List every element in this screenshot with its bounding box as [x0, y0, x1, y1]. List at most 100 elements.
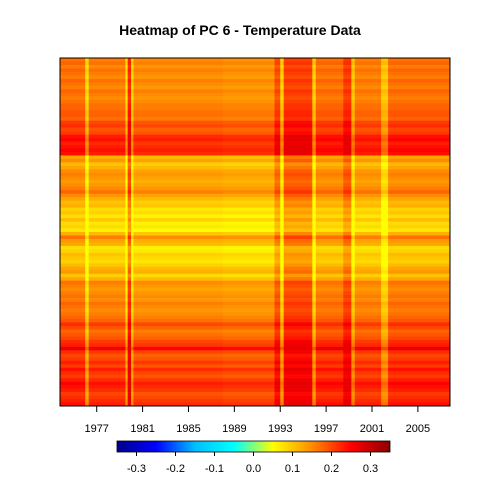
heatmap-cell [127, 388, 132, 393]
heatmap-cell [388, 197, 451, 201]
heatmap-cell [381, 315, 389, 320]
heatmap-cell [388, 61, 451, 66]
heatmap-cell [343, 172, 352, 177]
heatmap-cell [312, 266, 317, 271]
heatmap-cell [85, 193, 89, 198]
heatmap-cell [283, 145, 313, 149]
heatmap-cell [60, 103, 86, 108]
heatmap-cell [127, 197, 132, 201]
heatmap-cell [125, 64, 128, 69]
heatmap-cell [125, 378, 128, 382]
heatmap-cell [312, 308, 317, 313]
heatmap-cell [88, 71, 126, 76]
heatmap-cell [315, 339, 344, 344]
heatmap-cell [131, 138, 134, 142]
heatmap-cell [315, 172, 344, 177]
heatmap-cell [133, 193, 224, 198]
heatmap-cell [388, 249, 451, 254]
heatmap-cell [222, 378, 275, 382]
heatmap-cell [354, 169, 382, 174]
heatmap-cell [315, 200, 344, 205]
heatmap-cell [388, 117, 451, 121]
heatmap-cell [315, 232, 344, 236]
heatmap-cell [381, 242, 389, 247]
heatmap-cell [283, 263, 313, 268]
heatmap-cell [283, 120, 313, 125]
heatmap-cell [283, 270, 313, 275]
heatmap-cell [274, 270, 281, 275]
heatmap-cell [351, 190, 356, 195]
heatmap-cell [315, 134, 344, 139]
heatmap-cell [283, 68, 313, 73]
heatmap-cell [283, 332, 313, 337]
heatmap-cell [274, 155, 281, 160]
heatmap-cell [125, 238, 128, 243]
heatmap-cell [280, 117, 284, 121]
heatmap-cell [354, 117, 382, 121]
heatmap-cell [133, 218, 224, 222]
heatmap-cell [351, 270, 356, 275]
heatmap-cell [133, 190, 224, 195]
heatmap-cell [88, 176, 126, 181]
heatmap-cell [125, 138, 128, 142]
heatmap-cell [351, 131, 356, 135]
heatmap-cell [312, 204, 317, 208]
heatmap-cell [125, 273, 128, 278]
heatmap-cell [88, 120, 126, 125]
heatmap-cell [354, 78, 382, 83]
heatmap-cell [354, 385, 382, 389]
heatmap-cell [283, 399, 313, 403]
heatmap-cell [283, 211, 313, 215]
heatmap-cell [127, 64, 132, 69]
heatmap-cell [85, 225, 89, 229]
heatmap-cell [315, 350, 344, 355]
heatmap-cell [131, 343, 134, 348]
heatmap-cell [280, 332, 284, 337]
heatmap-cell [351, 287, 356, 292]
heatmap-cell [381, 399, 389, 403]
heatmap-cell [85, 179, 89, 184]
heatmap-cell [222, 183, 275, 188]
heatmap-cell [381, 138, 389, 142]
heatmap-cell [127, 214, 132, 219]
heatmap-cell [315, 89, 344, 94]
heatmap-cell [274, 179, 281, 184]
heatmap-cell [354, 225, 382, 229]
heatmap-cell [388, 301, 451, 306]
heatmap-cell [133, 211, 224, 215]
heatmap-cell [312, 238, 317, 243]
heatmap-cell [312, 228, 317, 233]
heatmap-cell [133, 225, 224, 229]
heatmap-cell [283, 343, 313, 348]
heatmap-cell [283, 190, 313, 195]
heatmap-cell [60, 357, 86, 362]
heatmap-cell [274, 158, 281, 163]
heatmap-cell [222, 228, 275, 233]
heatmap-cell [127, 284, 132, 288]
heatmap-cell [351, 113, 356, 118]
heatmap-cell [274, 211, 281, 215]
heatmap-cell [127, 68, 132, 73]
heatmap-cell [343, 346, 352, 351]
heatmap-cell [388, 357, 451, 362]
heatmap-cell [60, 82, 86, 87]
heatmap-cell [351, 339, 356, 344]
heatmap-cell [127, 127, 132, 132]
heatmap-cell [131, 193, 134, 198]
heatmap-cell [274, 301, 281, 306]
heatmap-cell [125, 176, 128, 181]
heatmap-cell [274, 85, 281, 90]
heatmap-cell [388, 172, 451, 177]
colorbar-tick-label: -0.1 [205, 463, 224, 475]
heatmap-cell [85, 312, 89, 316]
heatmap-cell [60, 339, 86, 344]
heatmap-cell [133, 200, 224, 205]
heatmap-cell [88, 319, 126, 323]
heatmap-cell [351, 165, 356, 170]
heatmap-cell [85, 71, 89, 76]
heatmap-cell [88, 273, 126, 278]
heatmap-cell [60, 346, 86, 351]
heatmap-cell [315, 270, 344, 275]
heatmap-cell [222, 113, 275, 118]
heatmap-cell [222, 179, 275, 184]
